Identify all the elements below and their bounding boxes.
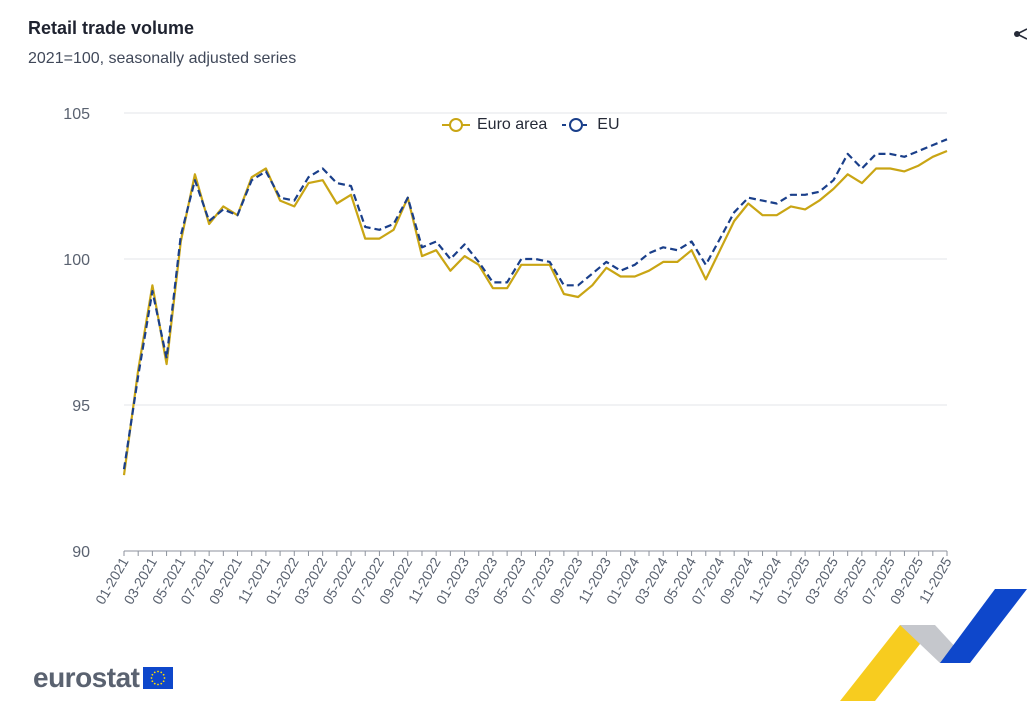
eu-flag-icon bbox=[143, 667, 174, 689]
grid-lines bbox=[124, 112, 947, 406]
y-tick-label-95: 95 bbox=[72, 398, 90, 415]
logo-text: eurostat bbox=[33, 662, 140, 693]
legend-item-eu[interactable]: EU bbox=[561, 116, 620, 134]
series-line-euro-area[interactable] bbox=[122, 149, 948, 476]
y-tick-label-105: 105 bbox=[63, 106, 90, 123]
y-axis-ticks: 90 95 100 105 bbox=[63, 106, 90, 561]
y-tick-label-90: 90 bbox=[72, 544, 90, 561]
legend: Euro area EU bbox=[441, 116, 620, 134]
y-tick-label-100: 100 bbox=[63, 252, 90, 269]
chart-subtitle: 2021=100, seasonally adjusted series bbox=[28, 50, 297, 67]
legend-eu-marker-icon bbox=[562, 118, 591, 132]
legend-label-eu: EU bbox=[597, 116, 620, 133]
series-line-eu[interactable] bbox=[122, 138, 948, 470]
series-lines bbox=[122, 138, 948, 476]
decorative-ribbon-icon bbox=[840, 589, 1027, 701]
share-icon[interactable] bbox=[1014, 26, 1027, 42]
x-axis: 01-202103-202105-202107-202109-202111-20… bbox=[92, 550, 955, 607]
legend-euro-area-marker-icon bbox=[442, 118, 470, 132]
legend-label-euro-area: Euro area bbox=[477, 116, 548, 133]
chart-title: Retail trade volume bbox=[28, 18, 195, 38]
eurostat-logo: eurostat bbox=[33, 662, 174, 694]
legend-item-euro-area[interactable]: Euro area bbox=[441, 116, 547, 134]
